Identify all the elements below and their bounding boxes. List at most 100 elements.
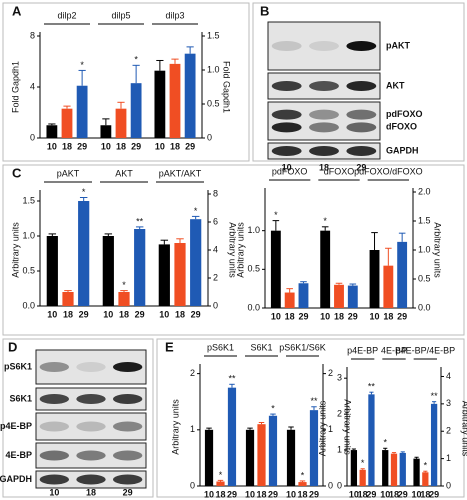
blot-band [113, 394, 143, 404]
y2-tick-label: 2.0 [418, 186, 431, 196]
y2-axis-label: Arbitrary units [228, 222, 238, 278]
x-tick-label: 10 [155, 141, 165, 151]
panel-label: D [8, 339, 17, 354]
bar [245, 429, 255, 486]
blot-band [346, 81, 377, 91]
lane-label: 29 [356, 162, 366, 172]
x-tick-label: 18 [285, 311, 295, 321]
x-tick-label: 29 [366, 489, 376, 499]
group-name: AKT [115, 168, 133, 178]
significance-mark: * [323, 216, 327, 226]
x-tick-label: 10 [101, 141, 111, 151]
y2-axis-label: Arbitrary units [343, 399, 353, 455]
blot-band [346, 146, 377, 156]
bar [257, 424, 266, 486]
blot-row-label: pS6K1 [4, 361, 32, 371]
x-tick-label: 29 [309, 489, 319, 499]
blot-band [346, 41, 377, 51]
x-tick-label: 29 [227, 489, 237, 499]
y2-tick-label: 4 [213, 244, 218, 254]
bar [347, 285, 358, 308]
bar [204, 429, 214, 486]
significance-mark: ** [431, 391, 439, 401]
x-tick-label: 18 [116, 141, 126, 151]
y-tick-label: 0.5 [247, 264, 260, 274]
significance-mark: ** [136, 216, 144, 226]
blot-band [271, 146, 302, 156]
y2-tick-label: 0 [207, 132, 212, 142]
blot-band [113, 362, 143, 372]
y2-tick-label: 0 [446, 480, 451, 490]
bar [158, 244, 170, 306]
blot-row-label: GAPDH [386, 145, 419, 155]
x-tick-label: 10 [159, 309, 169, 319]
bar [154, 70, 166, 138]
blot-band [271, 41, 302, 51]
bar [46, 236, 58, 306]
significance-mark: * [80, 60, 84, 70]
significance-mark: * [424, 461, 428, 471]
y-tick-label: 3 [337, 373, 342, 383]
y2-tick-label: 0 [328, 480, 333, 490]
x-tick-label: 10 [412, 489, 422, 499]
significance-mark: * [219, 470, 223, 480]
bar [78, 201, 90, 306]
x-tick-label: 29 [79, 309, 89, 319]
bar [169, 63, 181, 138]
y2-tick-label: 3 [446, 398, 451, 408]
significance-mark: ** [368, 382, 376, 392]
bar [286, 429, 296, 486]
blot-band [309, 41, 339, 51]
x-tick-label: 29 [131, 141, 141, 151]
bar [184, 53, 196, 138]
bar [115, 108, 127, 138]
panel-label: B [260, 3, 269, 18]
group-name: pAKT/AKT [159, 168, 202, 178]
significance-mark: * [194, 206, 198, 216]
y2-tick-label: 2 [328, 368, 333, 378]
blot-band [309, 146, 339, 156]
blot-band [76, 421, 106, 432]
y-axis-label: Arbitrary units [10, 222, 20, 278]
blot-row-label: 4E-BP [5, 450, 32, 460]
y2-axis-label: Arbitrary units [433, 222, 443, 278]
group-name: pS6K1/S6K [279, 342, 326, 352]
y2-tick-label: 0 [213, 300, 218, 310]
bar [102, 236, 114, 306]
bar [76, 85, 88, 138]
bar [309, 410, 319, 486]
group-name: pS6K1 [207, 342, 234, 352]
x-tick-label: 18 [119, 309, 129, 319]
blot-band [309, 109, 339, 120]
y2-tick-label: 1.5 [418, 215, 431, 225]
y2-tick-label: 1 [446, 453, 451, 463]
group-name: dilp5 [111, 10, 130, 20]
significance-mark: * [361, 458, 365, 468]
x-tick-label: 29 [135, 309, 145, 319]
bar [320, 230, 331, 308]
bar [46, 125, 58, 138]
y2-axis-label: Fold Gapdh1 [222, 61, 232, 113]
group-name: dilp3 [165, 10, 184, 20]
group-name: dilp2 [57, 10, 76, 20]
x-tick-label: 29 [298, 311, 308, 321]
y-axis-label: Arbitrary units [170, 399, 180, 455]
y-tick-label: 8 [30, 30, 35, 40]
x-tick-label: 18 [63, 309, 73, 319]
blot-band [309, 122, 339, 133]
significance-mark: * [301, 470, 305, 480]
bar [298, 283, 309, 308]
x-tick-label: 29 [268, 489, 278, 499]
blot-row-label: GAPDH [0, 474, 32, 484]
y2-tick-label: 4 [446, 371, 451, 381]
y-axis-label: Arbitrary units [235, 222, 245, 278]
x-tick-label: 18 [297, 489, 307, 499]
x-tick-label: 29 [398, 489, 408, 499]
y-tick-label: 0.0 [22, 300, 35, 310]
blot-band [39, 394, 69, 404]
y-tick-label: 0.0 [247, 302, 260, 312]
y2-tick-label: 1.5 [207, 30, 220, 40]
significance-mark: * [134, 55, 138, 65]
blot-frame [267, 101, 381, 141]
bar [383, 265, 394, 308]
